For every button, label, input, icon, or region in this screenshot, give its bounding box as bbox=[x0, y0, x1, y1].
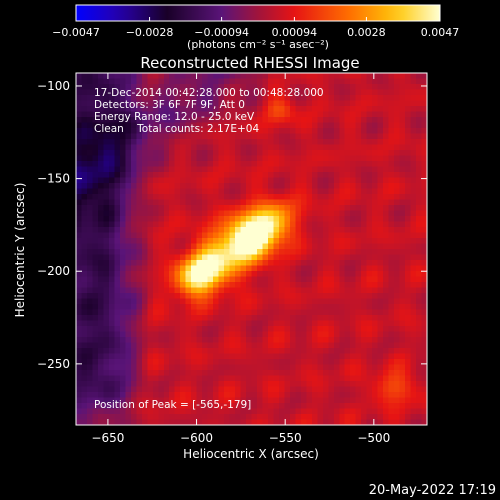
heatmap-image bbox=[76, 73, 427, 425]
colorbar-tick-label: 0.0047 bbox=[421, 26, 460, 39]
annotation-time-range: 17-Dec-2014 00:42:28.000 to 00:48:28.000 bbox=[94, 87, 324, 99]
annotations: 17-Dec-2014 00:42:28.000 to 00:48:28.000… bbox=[94, 87, 324, 411]
x-axis-label: Heliocentric X (arcsec) bbox=[183, 447, 319, 461]
annotation-detectors: Detectors: 3F 6F 7F 9F, Att 0 bbox=[94, 99, 245, 111]
annotation-total-counts: Clean Total counts: 2.17E+04 bbox=[94, 123, 259, 135]
colorbar-gradient bbox=[75, 4, 441, 22]
footer-timestamp: 20-May-2022 17:19 bbox=[369, 483, 496, 498]
plot-frame bbox=[75, 72, 428, 426]
annotation-energy-range: Energy Range: 12.0 - 25.0 keV bbox=[94, 111, 255, 123]
colorbar-tick-label: 0.00094 bbox=[272, 26, 318, 39]
y-axis-label: Heliocentric Y (arcsec) bbox=[13, 183, 27, 318]
annotation-peak-position: Position of Peak = [-565,-179] bbox=[94, 399, 251, 411]
x-axis-ticks: −650 −600 −550 −500 bbox=[91, 73, 390, 445]
colorbar-unit-label: (photons cm⁻² s⁻¹ asec⁻²) bbox=[187, 38, 329, 51]
colorbar-tick-label: −0.0028 bbox=[126, 26, 174, 39]
chart-title: Reconstructed RHESSI Image bbox=[140, 54, 359, 72]
colorbar-tick-label: −0.0047 bbox=[52, 26, 100, 39]
x-tick-label: −500 bbox=[357, 431, 390, 445]
colorbar-ticks: −0.0047 −0.0028 −0.00094 0.00094 0.0028 0.004… bbox=[52, 17, 459, 39]
y-axis-ticks: −100 −150 −200 −250 bbox=[37, 79, 427, 371]
plot-area: −650 −600 −550 −500 −100 −150 −200 −250 bbox=[37, 72, 428, 445]
y-tick-label: −150 bbox=[37, 172, 70, 186]
y-tick-label: −200 bbox=[37, 264, 70, 278]
colorbar: −0.0047 −0.0028 −0.00094 0.00094 0.0028 0.004… bbox=[52, 4, 459, 51]
colorbar-tick-label: −0.00094 bbox=[194, 26, 249, 39]
y-tick-label: −250 bbox=[37, 357, 70, 371]
y-tick-label: −100 bbox=[37, 79, 70, 93]
x-tick-label: −600 bbox=[180, 431, 213, 445]
colorbar-tick-label: 0.0028 bbox=[347, 26, 386, 39]
x-tick-label: −550 bbox=[269, 431, 302, 445]
x-tick-label: −650 bbox=[91, 431, 124, 445]
